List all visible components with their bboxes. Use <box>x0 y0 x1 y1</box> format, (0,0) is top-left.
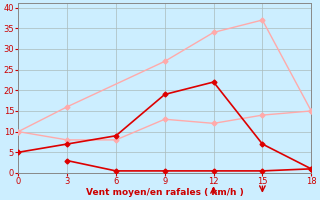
X-axis label: Vent moyen/en rafales ( km/h ): Vent moyen/en rafales ( km/h ) <box>86 188 244 197</box>
